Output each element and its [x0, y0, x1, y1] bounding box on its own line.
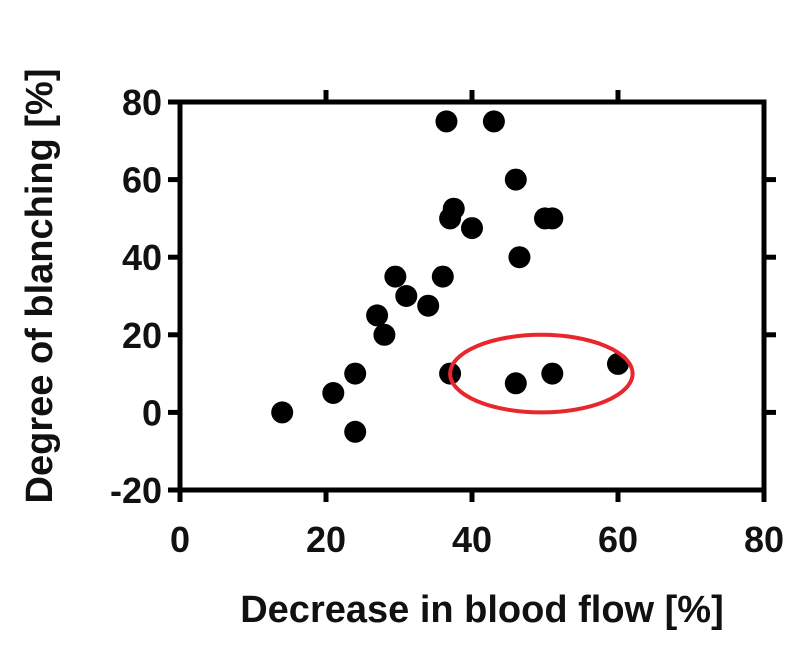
data-point	[482, 110, 505, 133]
y-axis-title: Degree of blanching [%]	[19, 69, 61, 504]
y-tick-label: 40	[122, 237, 162, 278]
data-point	[384, 265, 407, 288]
data-point	[541, 362, 564, 385]
x-tick-label: 80	[744, 519, 784, 560]
data-point	[271, 401, 294, 424]
data-point	[395, 285, 418, 307]
data-point	[435, 110, 458, 133]
data-point	[366, 304, 389, 327]
y-tick-label: 80	[122, 82, 162, 123]
data-point	[322, 382, 345, 404]
data-point	[541, 207, 564, 230]
data-point	[417, 294, 440, 317]
x-axis-title: Decrease in blood flow [%]	[240, 589, 724, 631]
x-tick-label: 40	[452, 519, 492, 560]
data-point	[431, 265, 454, 288]
data-point	[344, 420, 367, 443]
plot-frame	[177, 99, 767, 493]
x-tick-label: 20	[306, 519, 346, 560]
y-tick-label: 20	[122, 315, 162, 356]
highlight-ellipse	[448, 332, 635, 415]
data-point	[504, 372, 527, 395]
data-point	[442, 197, 465, 220]
axis-ticks	[168, 90, 776, 502]
data-point	[461, 217, 483, 240]
data-point	[344, 362, 367, 385]
data-point	[504, 168, 527, 191]
plot-border	[177, 99, 767, 493]
y-tick-label: -20	[110, 470, 162, 511]
data-point	[508, 246, 531, 269]
data-points	[271, 110, 629, 443]
annotations	[448, 332, 635, 415]
data-point	[373, 323, 396, 346]
x-tick-label: 0	[170, 519, 190, 560]
y-tick-label: 0	[142, 392, 162, 433]
x-tick-label: 60	[598, 519, 638, 560]
y-tick-label: 60	[122, 160, 162, 201]
